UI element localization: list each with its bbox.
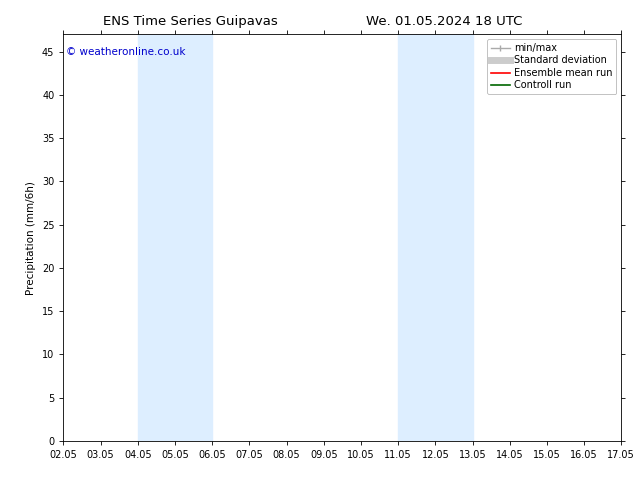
Text: ENS Time Series Guipavas: ENS Time Series Guipavas	[103, 15, 278, 28]
Bar	[398, 34, 472, 441]
Bar	[138, 34, 212, 441]
Legend: min/max, Standard deviation, Ensemble mean run, Controll run: min/max, Standard deviation, Ensemble me…	[487, 39, 616, 94]
Text: © weatheronline.co.uk: © weatheronline.co.uk	[66, 47, 186, 56]
Y-axis label: Precipitation (mm/6h): Precipitation (mm/6h)	[27, 181, 36, 294]
Text: We. 01.05.2024 18 UTC: We. 01.05.2024 18 UTC	[366, 15, 522, 28]
